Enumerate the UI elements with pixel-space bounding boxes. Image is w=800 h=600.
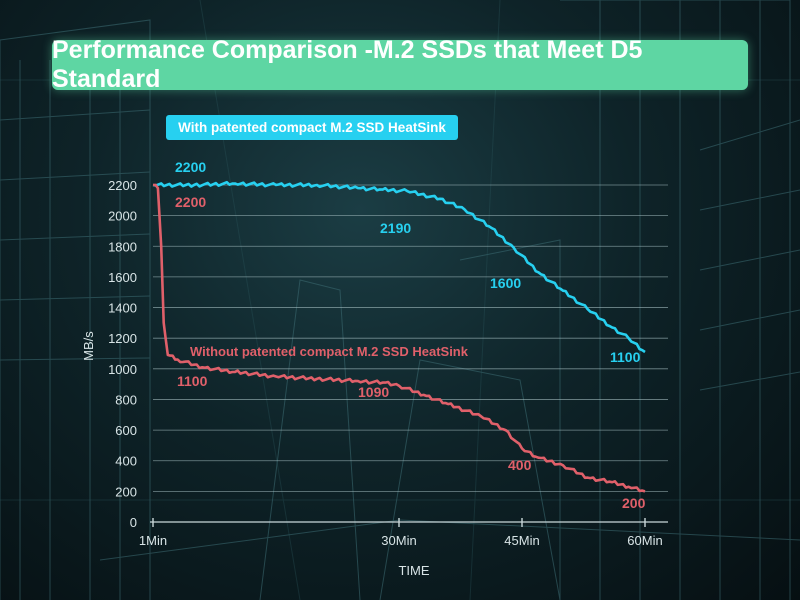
- data-label: 1600: [490, 275, 521, 291]
- y-tick-label: 1200: [108, 331, 137, 346]
- x-tick-label: 45Min: [504, 533, 539, 548]
- y-tick-label: 1400: [108, 301, 137, 316]
- series: [152, 180, 646, 493]
- y-tick-label: 800: [115, 392, 137, 407]
- legend-with-heatsink: With patented compact M.2 SSD HeatSink: [166, 115, 458, 140]
- labels: 2200 2190 1600 1100 2200 1100 1090 400 200 Withou…: [175, 159, 646, 511]
- y-tick-label: 1800: [108, 239, 137, 254]
- y-tick-label: 1600: [108, 270, 137, 285]
- axes: 0 200 400 600 800 1000 1200 1400 1600 1800 2000 220…: [81, 178, 668, 578]
- data-label: 400: [508, 457, 532, 473]
- y-axis-title: MB/s: [81, 331, 96, 361]
- y-tick-label: 200: [115, 484, 137, 499]
- y-tick-label: 1000: [108, 362, 137, 377]
- series-line-with-heatsink: [152, 180, 646, 354]
- data-label: 2200: [175, 194, 206, 210]
- data-label: 200: [622, 495, 646, 511]
- y-tick-label: 400: [115, 454, 137, 469]
- data-label: 1100: [177, 373, 208, 389]
- y-tick-label: 0: [130, 515, 137, 530]
- data-label: 1100: [610, 349, 641, 365]
- y-tick-label: 2200: [108, 178, 137, 193]
- chart-title: Performance Comparison -M.2 SSDs that Me…: [52, 36, 643, 93]
- data-label: 2200: [175, 159, 206, 175]
- x-tick-label: 60Min: [627, 533, 662, 548]
- x-tick-label: 30Min: [381, 533, 416, 548]
- x-tick-label: 1Min: [139, 533, 167, 548]
- series-line-without-heatsink: [152, 183, 646, 493]
- title-banner: Performance Comparison -M.2 SSDs that Me…: [52, 36, 748, 93]
- y-tick-label: 600: [115, 423, 137, 438]
- data-label: 1090: [358, 384, 389, 400]
- x-axis-title: TIME: [398, 563, 429, 578]
- legend-with-heatsink-label: With patented compact M.2 SSD HeatSink: [178, 120, 446, 135]
- y-tick-label: 2000: [108, 209, 137, 224]
- data-label: 2190: [380, 220, 411, 236]
- legend-without-heatsink-label: Without patented compact M.2 SSD HeatSin…: [190, 344, 469, 359]
